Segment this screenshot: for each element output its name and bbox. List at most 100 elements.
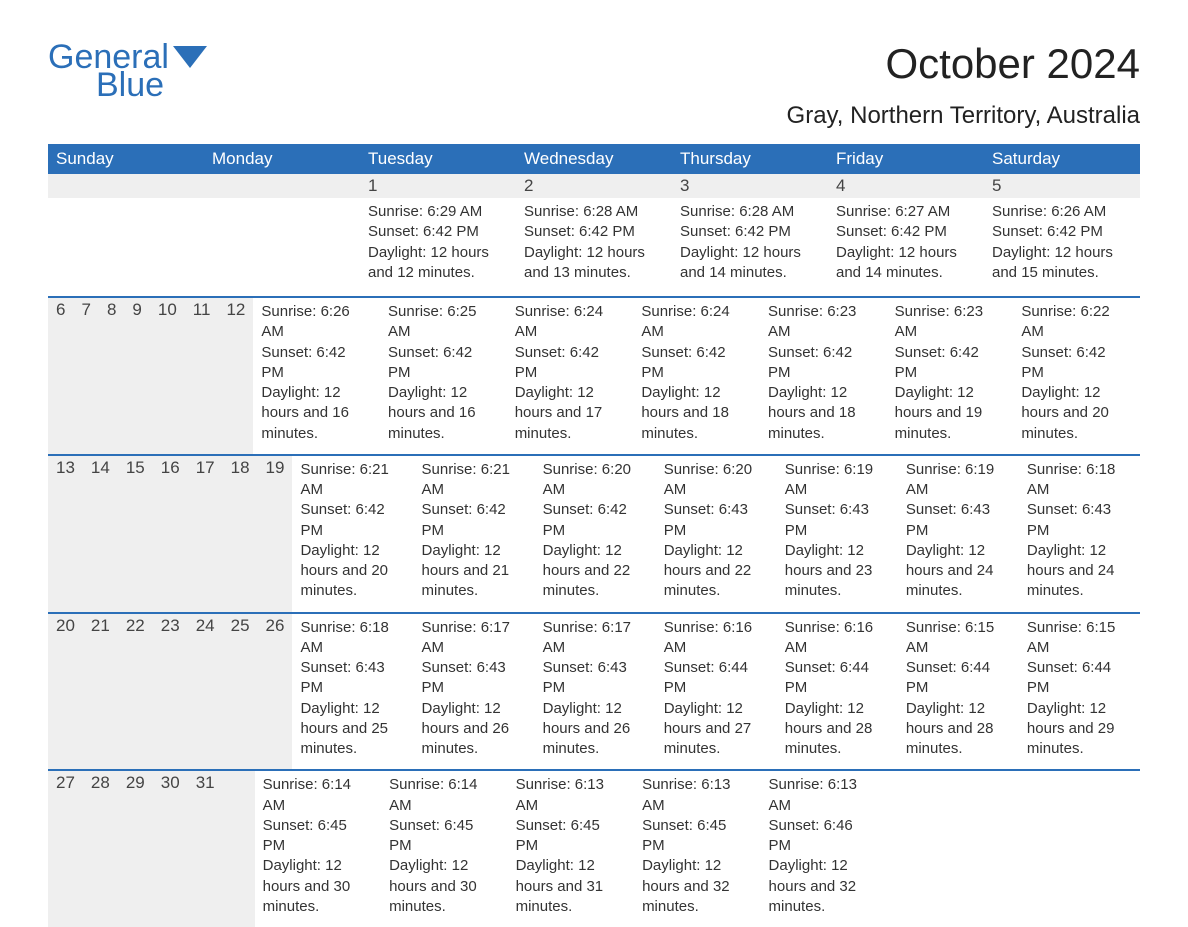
- day-number: 18: [223, 456, 258, 612]
- day-body: Sunrise: 6:13 AMSunset: 6:45 PMDaylight:…: [634, 771, 760, 927]
- day-number: [223, 771, 239, 927]
- week-row: 20212223242526Sunrise: 6:18 AMSunset: 6:…: [48, 612, 1140, 770]
- day-body: Sunrise: 6:24 AMSunset: 6:42 PMDaylight:…: [633, 298, 760, 454]
- day-number: 21: [83, 614, 118, 770]
- day-body: Sunrise: 6:18 AMSunset: 6:43 PMDaylight:…: [1019, 456, 1140, 612]
- sunset-text: Sunset: 6:43 PM: [664, 500, 769, 541]
- day-body: [887, 771, 1013, 927]
- dayhead-mon: Monday: [204, 144, 360, 174]
- sunrise-text: Sunrise: 6:28 AM: [680, 202, 820, 222]
- sunrise-text: Sunrise: 6:21 AM: [300, 460, 405, 501]
- sunrise-text: Sunrise: 6:23 AM: [768, 302, 879, 343]
- daylight-text: Daylight: 12 hours and 31 minutes.: [516, 856, 626, 917]
- sunset-text: Sunset: 6:42 PM: [300, 500, 405, 541]
- day-number: 20: [48, 614, 83, 770]
- calendar: Sunday Monday Tuesday Wednesday Thursday…: [48, 144, 1140, 927]
- day-body: Sunrise: 6:27 AMSunset: 6:42 PMDaylight:…: [828, 198, 984, 296]
- daylight-text: Daylight: 12 hours and 20 minutes.: [1021, 383, 1132, 444]
- day-number: 9: [124, 298, 149, 454]
- sunrise-text: Sunrise: 6:19 AM: [785, 460, 890, 501]
- day-body: [204, 198, 360, 296]
- daylight-text: Daylight: 12 hours and 29 minutes.: [1027, 699, 1132, 760]
- sunset-text: Sunset: 6:43 PM: [422, 658, 527, 699]
- sunrise-text: Sunrise: 6:21 AM: [422, 460, 527, 501]
- daylight-text: Daylight: 12 hours and 15 minutes.: [992, 243, 1132, 284]
- sunset-text: Sunset: 6:45 PM: [516, 816, 626, 857]
- day-number: 22: [118, 614, 153, 770]
- sunset-text: Sunset: 6:42 PM: [422, 500, 527, 541]
- sunset-text: Sunset: 6:42 PM: [368, 222, 508, 242]
- sunset-text: Sunset: 6:44 PM: [906, 658, 1011, 699]
- day-number: [48, 174, 204, 198]
- day-number: 17: [188, 456, 223, 612]
- day-body: Sunrise: 6:22 AMSunset: 6:42 PMDaylight:…: [1013, 298, 1140, 454]
- logo-flag-icon: [173, 38, 207, 76]
- day-body: Sunrise: 6:15 AMSunset: 6:44 PMDaylight:…: [1019, 614, 1140, 770]
- daylight-text: Daylight: 12 hours and 26 minutes.: [422, 699, 527, 760]
- sunset-text: Sunset: 6:42 PM: [768, 343, 879, 384]
- day-number: 13: [48, 456, 83, 612]
- sunset-text: Sunset: 6:42 PM: [992, 222, 1132, 242]
- sunset-text: Sunset: 6:44 PM: [785, 658, 890, 699]
- day-number: 29: [118, 771, 153, 927]
- day-number: 11: [185, 298, 219, 454]
- day-body: Sunrise: 6:26 AMSunset: 6:42 PMDaylight:…: [253, 298, 380, 454]
- daylight-text: Daylight: 12 hours and 27 minutes.: [664, 699, 769, 760]
- logo-text: General Blue: [48, 40, 207, 102]
- daylight-text: Daylight: 12 hours and 19 minutes.: [895, 383, 1006, 444]
- daylight-text: Daylight: 12 hours and 32 minutes.: [642, 856, 752, 917]
- day-number: 5: [984, 174, 1140, 198]
- day-body: Sunrise: 6:19 AMSunset: 6:43 PMDaylight:…: [898, 456, 1019, 612]
- day-number: 10: [150, 298, 185, 454]
- day-body: Sunrise: 6:26 AMSunset: 6:42 PMDaylight:…: [984, 198, 1140, 296]
- daylight-text: Daylight: 12 hours and 22 minutes.: [664, 541, 769, 602]
- day-number: 7: [73, 298, 98, 454]
- dayhead-tue: Tuesday: [360, 144, 516, 174]
- day-number: 28: [83, 771, 118, 927]
- sunrise-text: Sunrise: 6:19 AM: [906, 460, 1011, 501]
- daylight-text: Daylight: 12 hours and 18 minutes.: [641, 383, 752, 444]
- sunset-text: Sunset: 6:45 PM: [389, 816, 499, 857]
- week-row: 6789101112Sunrise: 6:26 AMSunset: 6:42 P…: [48, 296, 1140, 454]
- sunrise-text: Sunrise: 6:13 AM: [642, 775, 752, 816]
- sunrise-text: Sunrise: 6:28 AM: [524, 202, 664, 222]
- day-body: Sunrise: 6:25 AMSunset: 6:42 PMDaylight:…: [380, 298, 507, 454]
- sunset-text: Sunset: 6:43 PM: [543, 658, 648, 699]
- day-number: 25: [223, 614, 258, 770]
- sunset-text: Sunset: 6:42 PM: [641, 343, 752, 384]
- day-number: [204, 174, 360, 198]
- logo: General Blue: [48, 40, 207, 102]
- daylight-text: Daylight: 12 hours and 14 minutes.: [680, 243, 820, 284]
- day-number: 14: [83, 456, 118, 612]
- daylight-text: Daylight: 12 hours and 24 minutes.: [906, 541, 1011, 602]
- sunrise-text: Sunrise: 6:24 AM: [515, 302, 626, 343]
- day-number: 4: [828, 174, 984, 198]
- day-body: Sunrise: 6:17 AMSunset: 6:43 PMDaylight:…: [414, 614, 535, 770]
- sunrise-text: Sunrise: 6:18 AM: [300, 618, 405, 659]
- sunrise-text: Sunrise: 6:16 AM: [664, 618, 769, 659]
- sunset-text: Sunset: 6:42 PM: [388, 343, 499, 384]
- sunset-text: Sunset: 6:43 PM: [300, 658, 405, 699]
- page-subtitle: Gray, Northern Territory, Australia: [787, 102, 1140, 130]
- day-number: 6: [48, 298, 73, 454]
- day-number: 23: [153, 614, 188, 770]
- daylight-text: Daylight: 12 hours and 25 minutes.: [300, 699, 405, 760]
- daylight-text: Daylight: 12 hours and 30 minutes.: [389, 856, 499, 917]
- daybody-row: Sunrise: 6:29 AMSunset: 6:42 PMDaylight:…: [48, 198, 1140, 296]
- day-body: Sunrise: 6:24 AMSunset: 6:42 PMDaylight:…: [507, 298, 634, 454]
- day-body: [48, 198, 204, 296]
- day-body: Sunrise: 6:28 AMSunset: 6:42 PMDaylight:…: [672, 198, 828, 296]
- page-title: October 2024: [787, 40, 1140, 88]
- daylight-text: Daylight: 12 hours and 20 minutes.: [300, 541, 405, 602]
- sunset-text: Sunset: 6:42 PM: [1021, 343, 1132, 384]
- day-number: 12: [218, 298, 253, 454]
- sunset-text: Sunset: 6:43 PM: [1027, 500, 1132, 541]
- weeks-container: 12345Sunrise: 6:29 AMSunset: 6:42 PMDayl…: [48, 174, 1140, 927]
- day-number: 30: [153, 771, 188, 927]
- sunrise-text: Sunrise: 6:22 AM: [1021, 302, 1132, 343]
- sunrise-text: Sunrise: 6:17 AM: [422, 618, 527, 659]
- day-number: 15: [118, 456, 153, 612]
- sunrise-text: Sunrise: 6:13 AM: [769, 775, 879, 816]
- daynum-row: 6789101112: [48, 298, 253, 454]
- day-body: Sunrise: 6:29 AMSunset: 6:42 PMDaylight:…: [360, 198, 516, 296]
